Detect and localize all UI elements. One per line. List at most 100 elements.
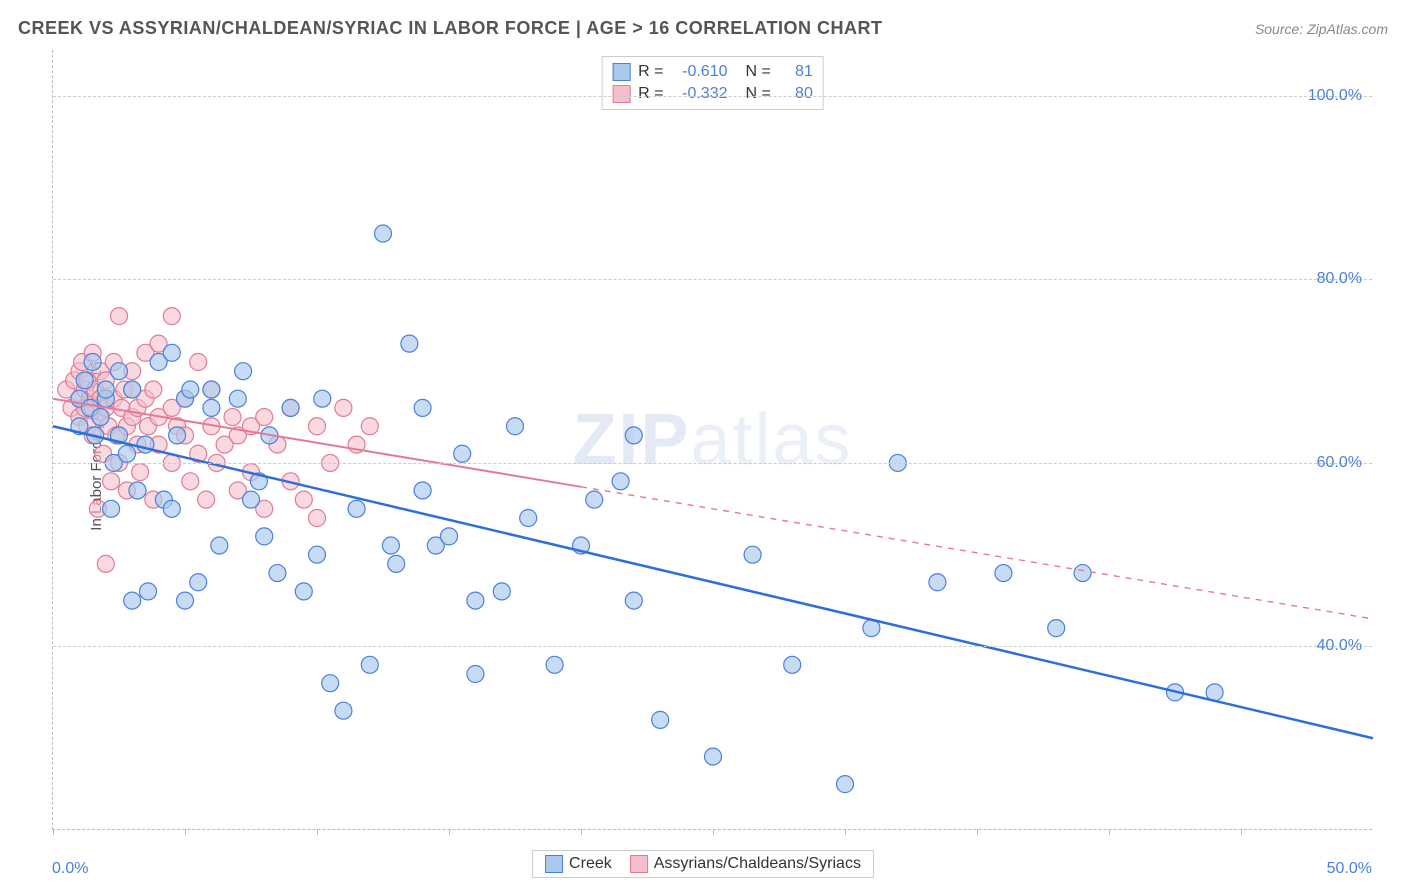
trend-line-dashed bbox=[581, 487, 1373, 619]
chart-title: CREEK VS ASSYRIAN/CHALDEAN/SYRIAC IN LAB… bbox=[18, 18, 882, 39]
y-tick-label: 60.0% bbox=[1317, 454, 1362, 472]
data-point bbox=[586, 491, 603, 508]
data-point bbox=[309, 546, 326, 563]
data-point bbox=[282, 399, 299, 416]
data-point bbox=[235, 363, 252, 380]
data-point bbox=[124, 381, 141, 398]
data-point bbox=[493, 583, 510, 600]
data-point bbox=[520, 510, 537, 527]
data-point bbox=[124, 592, 141, 609]
data-point bbox=[322, 675, 339, 692]
data-point bbox=[97, 555, 114, 572]
data-point bbox=[454, 445, 471, 462]
data-point bbox=[348, 500, 365, 517]
data-point bbox=[335, 702, 352, 719]
data-point bbox=[203, 399, 220, 416]
data-point bbox=[211, 537, 228, 554]
data-point bbox=[388, 555, 405, 572]
gridline-h bbox=[53, 646, 1372, 647]
data-point bbox=[467, 666, 484, 683]
data-point bbox=[414, 482, 431, 499]
data-point bbox=[295, 583, 312, 600]
data-point bbox=[97, 381, 114, 398]
data-point bbox=[269, 565, 286, 582]
stat-N-label: N = bbox=[746, 85, 771, 103]
data-point bbox=[118, 445, 135, 462]
legend-item: Assyrians/Chaldeans/Syriacs bbox=[630, 855, 861, 873]
plot-area: ZIPatlas R =-0.610N =81R =-0.332N =80 40… bbox=[52, 50, 1372, 830]
x-tick bbox=[317, 829, 318, 835]
trend-line bbox=[53, 426, 1373, 738]
x-tick bbox=[1109, 829, 1110, 835]
data-point bbox=[169, 427, 186, 444]
data-point bbox=[382, 537, 399, 554]
data-point bbox=[401, 335, 418, 352]
data-point bbox=[314, 390, 331, 407]
series-legend: Creek Assyrians/Chaldeans/Syriacs bbox=[532, 850, 874, 878]
stat-N-value: 81 bbox=[779, 63, 813, 81]
stat-N-value: 80 bbox=[779, 85, 813, 103]
data-point bbox=[129, 482, 146, 499]
data-point bbox=[705, 748, 722, 765]
legend-swatch bbox=[630, 855, 648, 873]
y-tick-label: 40.0% bbox=[1317, 637, 1362, 655]
data-point bbox=[375, 225, 392, 242]
stats-legend-row: R =-0.332N =80 bbox=[612, 83, 813, 105]
data-point bbox=[182, 473, 199, 490]
data-point bbox=[837, 776, 854, 793]
data-point bbox=[111, 363, 128, 380]
data-point bbox=[507, 418, 524, 435]
scatter-svg bbox=[53, 50, 1372, 829]
data-point bbox=[652, 711, 669, 728]
data-point bbox=[309, 510, 326, 527]
data-point bbox=[140, 583, 157, 600]
data-point bbox=[177, 592, 194, 609]
data-point bbox=[335, 399, 352, 416]
stat-R-label: R = bbox=[638, 63, 663, 81]
data-point bbox=[132, 464, 149, 481]
data-point bbox=[414, 399, 431, 416]
data-point bbox=[309, 418, 326, 435]
data-point bbox=[103, 473, 120, 490]
data-point bbox=[1074, 565, 1091, 582]
data-point bbox=[203, 381, 220, 398]
data-point bbox=[163, 500, 180, 517]
data-point bbox=[744, 546, 761, 563]
data-point bbox=[295, 491, 312, 508]
x-tick bbox=[713, 829, 714, 835]
x-tick bbox=[449, 829, 450, 835]
data-point bbox=[103, 500, 120, 517]
y-tick-label: 100.0% bbox=[1308, 87, 1362, 105]
data-point bbox=[929, 574, 946, 591]
data-point bbox=[361, 418, 378, 435]
data-point bbox=[145, 381, 162, 398]
data-point bbox=[76, 372, 93, 389]
data-point bbox=[182, 381, 199, 398]
data-point bbox=[224, 409, 241, 426]
stat-N-label: N = bbox=[746, 63, 771, 81]
data-point bbox=[92, 409, 109, 426]
data-point bbox=[441, 528, 458, 545]
data-point bbox=[546, 656, 563, 673]
data-point bbox=[163, 308, 180, 325]
data-point bbox=[111, 308, 128, 325]
data-point bbox=[243, 491, 260, 508]
data-point bbox=[190, 354, 207, 371]
data-point bbox=[198, 491, 215, 508]
x-tick bbox=[581, 829, 582, 835]
legend-swatch bbox=[545, 855, 563, 873]
legend-label: Creek bbox=[569, 855, 612, 873]
gridline-h bbox=[53, 279, 1372, 280]
legend-swatch bbox=[612, 63, 630, 81]
y-tick-label: 80.0% bbox=[1317, 270, 1362, 288]
data-point bbox=[784, 656, 801, 673]
data-point bbox=[467, 592, 484, 609]
data-point bbox=[229, 390, 246, 407]
stat-R-value: -0.332 bbox=[672, 85, 728, 103]
data-point bbox=[163, 344, 180, 361]
gridline-h bbox=[53, 96, 1372, 97]
data-point bbox=[190, 574, 207, 591]
stat-R-value: -0.610 bbox=[672, 63, 728, 81]
stats-legend-row: R = -0.610 N = 81 bbox=[612, 61, 813, 83]
data-point bbox=[612, 473, 629, 490]
